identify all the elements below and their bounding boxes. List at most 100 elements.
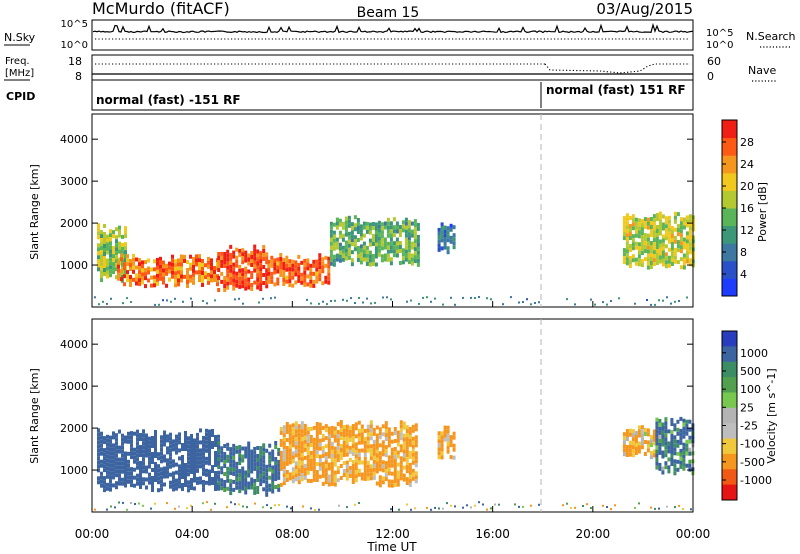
heatmap-cell [156, 257, 159, 262]
heatmap-cell [195, 254, 198, 259]
heatmap-cell [443, 437, 447, 442]
heatmap-cell [392, 241, 396, 246]
heatmap-cell [405, 453, 409, 458]
heatmap-cell [351, 452, 355, 456]
heatmap-cell [318, 474, 322, 479]
heatmap-cell [238, 477, 242, 482]
heatmap-cell [368, 254, 372, 259]
heatmap-cell [256, 277, 260, 282]
heatmap-cell [688, 427, 692, 432]
heatmap-cell [667, 239, 671, 244]
heatmap-cell [97, 444, 100, 449]
heatmap-cell [213, 278, 216, 282]
heatmap-cell [256, 466, 260, 470]
heatmap-cell [207, 260, 210, 265]
heatmap-cell [118, 233, 121, 238]
heatmap-cell [344, 228, 348, 233]
heatmap-cell [154, 454, 157, 458]
velocity-colorbar-tick-label: 25 [740, 401, 754, 414]
heatmap-cell [685, 243, 689, 248]
heatmap-cell [150, 283, 153, 288]
heatmap-cell [178, 505, 180, 508]
heatmap-cell [103, 232, 106, 236]
heatmap-cell [178, 472, 181, 477]
heatmap-cell [177, 262, 180, 267]
heatmap-cell [123, 274, 126, 279]
heatmap-cell [679, 233, 683, 238]
heatmap-cell [199, 464, 202, 469]
heatmap-cell [282, 429, 286, 434]
heatmap-cell [250, 259, 254, 263]
heatmap-cell [404, 257, 408, 262]
heatmap-cell [622, 252, 626, 257]
heatmap-cell [285, 426, 289, 430]
heatmap-cell [637, 246, 641, 251]
heatmap-cell [625, 229, 629, 234]
heatmap-cell [324, 464, 328, 469]
heatmap-cell [247, 449, 251, 454]
heatmap-cell [622, 432, 626, 437]
heatmap-cell [148, 464, 151, 469]
heatmap-cell [214, 487, 217, 491]
heatmap-cell [661, 214, 665, 219]
heatmap-cell [150, 507, 152, 510]
heatmap-cell [135, 273, 138, 278]
heatmap-cell [244, 278, 248, 283]
heatmap-cell [106, 474, 109, 479]
heatmap-cell [312, 425, 316, 430]
heatmap-cell [437, 443, 441, 448]
heatmap-cell [375, 449, 379, 454]
heatmap-cell [175, 462, 178, 467]
heatmap-cell [658, 211, 662, 216]
heatmap-cell [169, 440, 172, 445]
heatmap-cell [279, 426, 283, 431]
heatmap-cell [127, 451, 130, 456]
heatmap-cell [658, 422, 662, 427]
heatmap-cell [130, 479, 133, 484]
heatmap-cell [640, 235, 644, 240]
power-colorbar-swatch [722, 208, 737, 227]
heatmap-cell [244, 450, 248, 455]
heatmap-cell [190, 470, 193, 474]
heatmap-cell [384, 473, 388, 478]
heatmap-cell [288, 428, 292, 433]
heatmap-cell [121, 449, 124, 454]
heatmap-cell [327, 450, 331, 455]
heatmap-cell [156, 277, 159, 282]
heatmap-cell [172, 447, 175, 452]
heatmap-cell [682, 458, 686, 463]
heatmap-cell [637, 242, 641, 247]
heatmap-cell [377, 220, 381, 225]
heatmap-cell [291, 479, 295, 484]
heatmap-cell [154, 438, 157, 442]
heatmap-cell [135, 281, 138, 286]
heatmap-cell [329, 249, 333, 254]
heatmap-cell [332, 246, 336, 251]
heatmap-cell [184, 431, 187, 435]
heatmap-cell [667, 247, 671, 252]
heatmap-cell [235, 247, 239, 252]
heatmap-cell [124, 250, 127, 255]
heatmap-cell [372, 463, 376, 468]
heatmap-cell [430, 508, 432, 511]
heatmap-cell [655, 249, 659, 253]
heatmap-cell [253, 450, 257, 455]
heatmap-cell [262, 249, 266, 253]
heatmap-cell [339, 444, 343, 448]
heatmap-cell [318, 269, 322, 274]
heatmap-cell [226, 265, 230, 270]
heatmap-cell [658, 215, 662, 220]
heatmap-cell [315, 446, 319, 450]
heatmap-cell [199, 476, 202, 481]
heatmap-cell [413, 251, 417, 256]
heatmap-cell [223, 280, 227, 284]
heatmap-cell [136, 433, 139, 438]
heatmap-cell [132, 257, 135, 262]
heatmap-cell [175, 442, 178, 447]
heatmap-cell [350, 234, 354, 239]
heatmap-cell [112, 447, 115, 452]
heatmap-cell [145, 477, 148, 482]
time-tick-label: 12:00 [375, 527, 410, 541]
heatmap-cell [253, 454, 257, 459]
heatmap-cell [172, 475, 175, 480]
